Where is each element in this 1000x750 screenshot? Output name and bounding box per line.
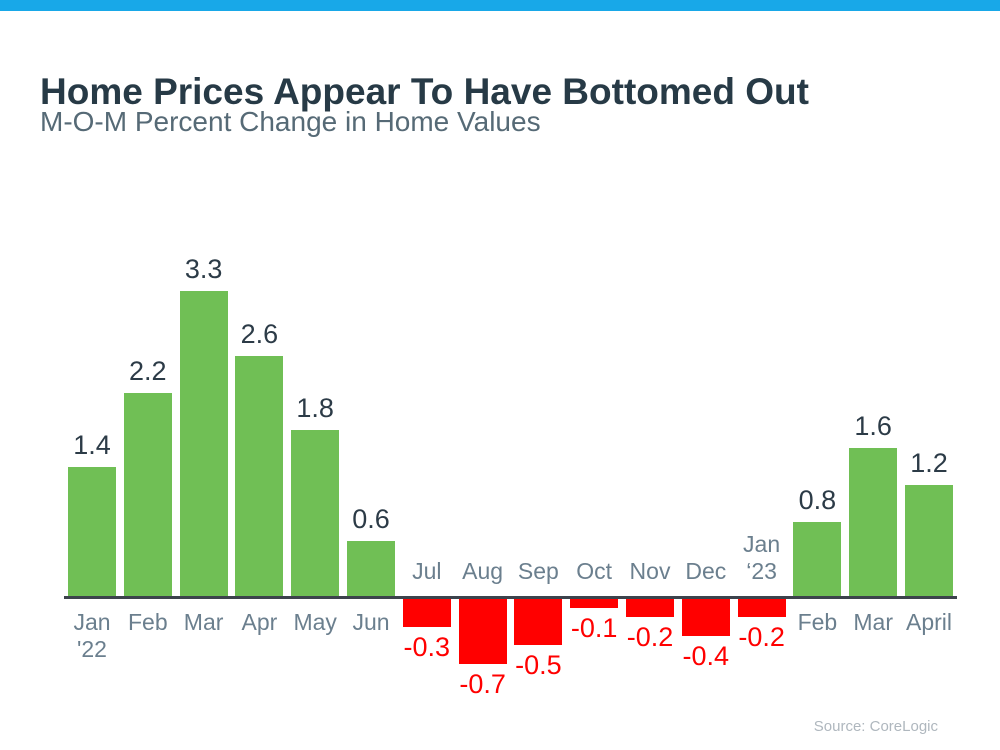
page-title: Home Prices Appear To Have Bottomed Out: [40, 70, 809, 112]
bar-nov: [626, 599, 674, 617]
bar-value-label: 0.6: [352, 504, 390, 534]
bar-value-label: -0.7: [459, 669, 506, 699]
bar-value-label: 0.8: [798, 485, 837, 515]
bar-value-label: 1.8: [296, 393, 334, 423]
bar-value-label: -0.4: [682, 641, 730, 671]
source-attribution: Source: CoreLogic: [813, 718, 938, 735]
bar-jun: [347, 541, 395, 596]
x-axis-label: Jan '22: [73, 609, 111, 662]
page-subtitle: M-O-M Percent Change in Home Values: [40, 106, 541, 137]
bar-jan-23: [737, 599, 786, 617]
bar-mar: [849, 448, 898, 596]
x-axis-label: Aug: [462, 558, 504, 584]
x-axis-label: Jan ‘23: [743, 531, 781, 584]
x-axis-label: Nov: [629, 558, 671, 584]
x-axis-label: Mar: [183, 609, 224, 635]
x-axis-label: Feb: [797, 609, 838, 635]
bar-mar: [179, 291, 228, 596]
bar-apr: [235, 356, 284, 596]
bar-may: [291, 430, 340, 596]
bar-value-label: 1.4: [73, 430, 111, 460]
x-axis-label: May: [293, 609, 337, 635]
bar-value-label: 1.6: [854, 411, 892, 441]
bar-feb: [123, 393, 172, 596]
x-axis-label: Jul: [412, 558, 442, 584]
bar-value-label: -0.1: [570, 613, 618, 643]
bar-aug: [458, 599, 507, 664]
bar-value-label: 3.3: [184, 254, 223, 284]
bar-value-label: 1.2: [910, 448, 948, 478]
x-axis-label: Dec: [685, 558, 727, 584]
bar-value-label: -0.2: [738, 622, 785, 652]
bar-value-label: -0.2: [626, 622, 674, 652]
x-axis-label: Apr: [241, 609, 278, 635]
bar-jan-22: [68, 467, 116, 596]
bar-value-label: -0.3: [403, 632, 451, 662]
x-axis-label: April: [905, 609, 953, 635]
bar-dec: [681, 599, 730, 636]
top-accent-bar: [0, 0, 1000, 11]
bar-jul: [402, 599, 451, 627]
bar-sep: [514, 599, 563, 645]
bar-april: [905, 485, 953, 596]
x-axis-label: Jun: [352, 609, 390, 635]
x-axis-label: Feb: [127, 609, 168, 635]
x-axis-line: [64, 596, 957, 599]
bar-value-label: -0.5: [515, 650, 562, 680]
x-axis-label: Sep: [517, 558, 559, 584]
x-axis-label: Oct: [576, 558, 613, 584]
bar-value-label: 2.6: [240, 319, 279, 349]
bar-oct: [570, 599, 619, 608]
bar-feb: [793, 522, 842, 596]
x-axis-label: Mar: [853, 609, 893, 635]
bar-value-label: 2.2: [129, 356, 167, 386]
